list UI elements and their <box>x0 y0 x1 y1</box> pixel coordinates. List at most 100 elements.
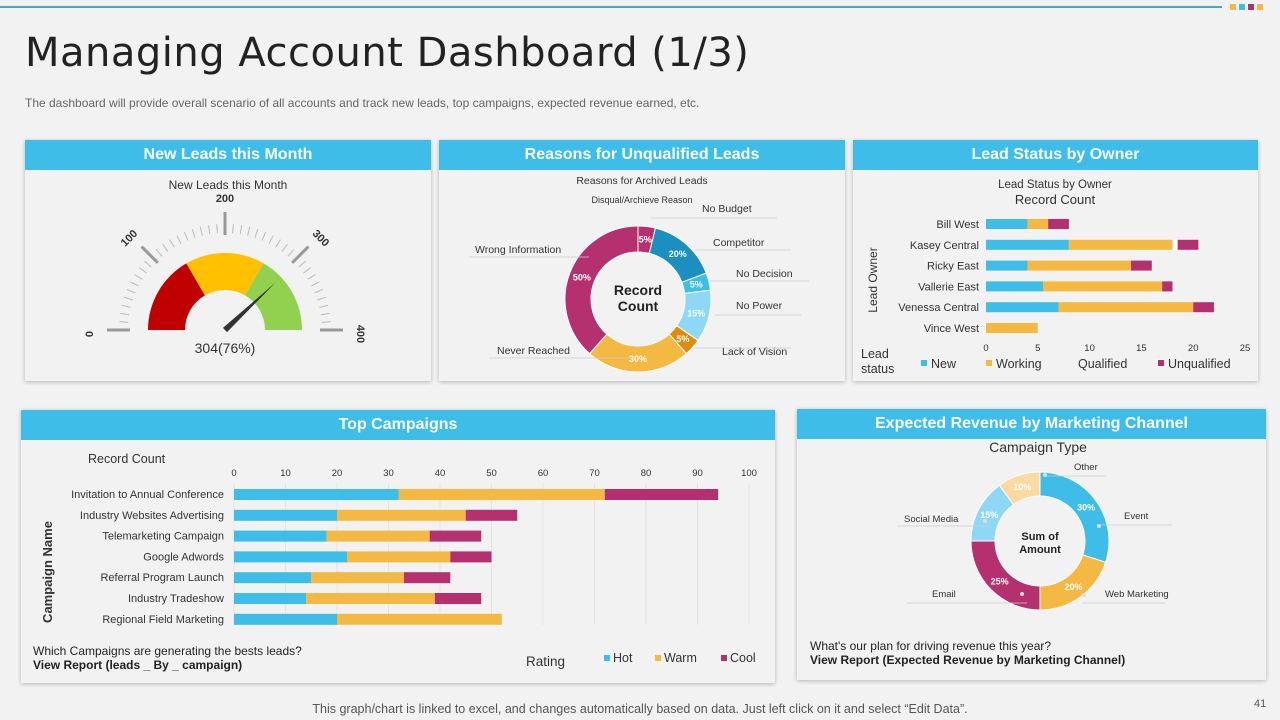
slice-percent-label: 10% <box>1013 482 1031 492</box>
campaigns-xtick-label: 50 <box>486 468 497 479</box>
campaigns-bar-cool <box>604 489 719 500</box>
leader-dot <box>1020 592 1024 596</box>
gauge-tick <box>307 274 316 280</box>
gauge-tick <box>239 225 243 235</box>
accent-square <box>1248 4 1254 10</box>
slice-other <box>998 471 1041 506</box>
revenue-report-link[interactable]: View Report (Expected Revenue by Marketi… <box>810 653 1126 667</box>
revenue-donut-chart[interactable]: Campaign Type 30% 20% 25% 15% 10% Sum ofAmount… <box>797 409 1266 680</box>
campaigns-bar-chart[interactable]: Record Count Campaign Name 0 10 20 30 40 50 60 70… <box>21 410 775 683</box>
gauge-tick <box>126 288 136 294</box>
campaigns-category-label: Regional Field Marketing <box>102 614 224 626</box>
owner-bar-working <box>986 323 1038 333</box>
gauge-tick <box>183 231 189 241</box>
page-title: Managing Account Dashboard (1/3) <box>25 30 750 76</box>
slice-percent-label: 50% <box>573 273 591 283</box>
owner-ylabel: Lead Owner <box>866 247 880 312</box>
gauge-tick <box>303 267 312 274</box>
new-leads-header: New Leads this Month <box>25 140 431 170</box>
campaigns-bar-warm <box>337 613 502 625</box>
owner-legend-label: Qualified <box>1078 357 1127 371</box>
campaigns-bar-hot <box>234 489 399 500</box>
campaigns-category-label: Industry Tradeshow <box>128 593 224 605</box>
owner-bar-working <box>1027 219 1049 229</box>
slice-percent-label: 5% <box>676 334 689 344</box>
gauge-tick <box>140 245 159 264</box>
gauge-tick <box>119 321 129 323</box>
campaigns-bar-hot <box>234 593 307 604</box>
owner-legend-swatch <box>986 360 992 366</box>
slice-percent-label: 15% <box>980 510 998 520</box>
gauge-band-2 <box>245 263 302 330</box>
leader-dot <box>1043 473 1047 477</box>
campaigns-bar-cool <box>429 530 482 542</box>
page-subtitle: The dashboard will provide overall scena… <box>25 96 700 110</box>
campaigns-ylabel: Campaign Name <box>40 521 55 623</box>
gauge-tick <box>275 239 281 248</box>
owner-bar-unqualified <box>1177 239 1199 250</box>
owner-bar-working <box>1068 239 1173 250</box>
donut-center-label: Record <box>614 282 662 298</box>
owner-legend-title: Lead <box>861 347 889 361</box>
campaigns-bar-cool <box>465 509 518 521</box>
campaigns-legend-label: Cool <box>730 651 756 665</box>
campaigns-bar-hot <box>234 551 348 563</box>
owner-bar-unqualified <box>1162 281 1173 292</box>
gauge-tick <box>298 260 306 268</box>
reasons-donut-chart[interactable]: Reasons for Archived Leads Disqual/Archie… <box>439 140 845 381</box>
campaigns-legend-label: Warm <box>664 651 697 665</box>
accent-square <box>1230 4 1236 10</box>
unqualified-panel: Reasons for Archived Leads Disqual/Archie… <box>439 140 845 381</box>
slice-label: Lack of Vision <box>722 346 787 358</box>
owner-bar-new <box>986 239 1069 250</box>
campaigns-bar-hot <box>234 572 312 584</box>
slice-percent-label: 30% <box>1077 502 1095 512</box>
gauge-tick <box>162 243 169 252</box>
campaigns-bar-warm <box>347 551 451 563</box>
gauge-chart[interactable]: New Leads this Month 0 100 200 300 400 304(76%… <box>25 140 431 381</box>
new-leads-panel: New Leads this Month 0 100 200 300 400 304(76%… <box>25 140 431 381</box>
campaigns-report-link[interactable]: View Report (leads _ By _ campaign) <box>33 658 243 672</box>
owner-legend-label: New <box>931 357 957 371</box>
gauge-tick <box>287 249 295 257</box>
campaigns-legend-title: Rating <box>526 654 565 669</box>
owner-category-label: Kasey Central <box>910 240 979 252</box>
lead-status-panel: Lead Status by Owner Record Count Lead Own… <box>853 140 1258 381</box>
gauge-needle <box>222 282 276 333</box>
owner-category-label: Vince West <box>924 323 979 335</box>
gauge-tick <box>317 296 326 301</box>
slice-label: Email <box>932 589 956 600</box>
slice-percent-label: 30% <box>629 354 647 364</box>
owner-bar-working <box>1027 260 1132 271</box>
leader-dot <box>983 519 987 523</box>
gauge-tick <box>281 243 288 252</box>
campaigns-bar-warm <box>337 509 466 521</box>
owner-bar-unqualified <box>1048 219 1069 229</box>
campaigns-bar-warm <box>306 593 435 604</box>
gauge-tick <box>319 304 329 308</box>
campaigns-xtick-label: 30 <box>383 468 394 479</box>
owner-bar-working <box>1058 302 1194 313</box>
campaigns-bar-hot <box>234 530 327 542</box>
owner-xtick-label: 20 <box>1188 343 1199 354</box>
campaigns-xlabel: Record Count <box>88 452 166 466</box>
campaigns-bar-cool <box>450 551 492 563</box>
owner-bar-new <box>986 281 1043 292</box>
gauge-tick <box>254 229 259 238</box>
owner-bar-new <box>986 302 1059 313</box>
campaigns-bar-cool <box>403 572 451 584</box>
campaigns-bar-cool <box>434 593 482 604</box>
owner-xtick-label: 0 <box>983 343 988 354</box>
gauge-tick <box>232 224 234 234</box>
gauge-tick <box>176 235 182 244</box>
owner-bar-qualified <box>1172 239 1178 250</box>
campaigns-xtick-label: 100 <box>741 468 757 479</box>
campaigns-panel: Record Count Campaign Name 0 10 20 30 40 50 60 70… <box>21 410 775 683</box>
gauge-tick-label: 0 <box>84 331 96 337</box>
leader-dot <box>1082 593 1086 597</box>
campaigns-legend-swatch <box>721 655 727 661</box>
gauge-tick <box>120 312 130 316</box>
gauge-tick <box>314 288 324 294</box>
slice-label: Wrong Information <box>475 244 561 256</box>
